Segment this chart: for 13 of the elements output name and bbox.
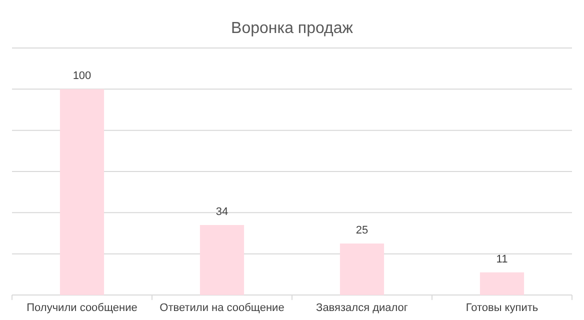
x-tick-label: Готовы купить (466, 302, 538, 314)
bar (60, 89, 104, 295)
chart-title: Воронка продаж (231, 20, 354, 37)
data-label: 25 (356, 224, 368, 237)
bar (480, 272, 524, 295)
data-label: 11 (496, 253, 508, 266)
data-label: 34 (216, 206, 228, 218)
x-tick-label: Получили сообщение (26, 302, 138, 314)
bar (340, 244, 384, 295)
x-tick-label: Завязался диалог (316, 302, 408, 314)
data-label: 100 (72, 70, 92, 82)
x-tick-label: Ответили на сообщение (160, 302, 284, 314)
bar (200, 225, 244, 295)
